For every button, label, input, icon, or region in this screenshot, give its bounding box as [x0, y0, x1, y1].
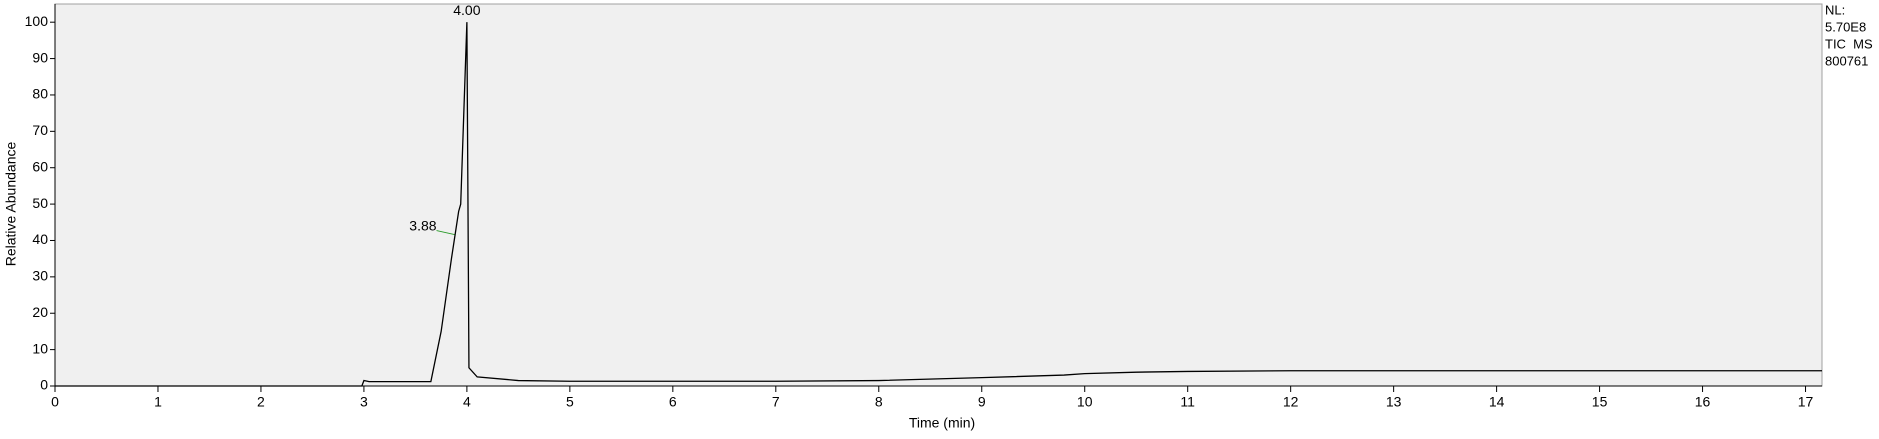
- y-axis-title: Relative Abundance: [3, 142, 19, 267]
- y-tick-label: 50: [32, 195, 48, 211]
- x-tick-label: 1: [154, 394, 162, 410]
- x-tick-label: 8: [875, 394, 883, 410]
- x-tick-label: 16: [1695, 394, 1711, 410]
- info-text: 5.70E8: [1825, 19, 1866, 34]
- x-tick-label: 4: [463, 394, 471, 410]
- y-tick-label: 10: [32, 340, 48, 356]
- annotation-leader: [436, 230, 455, 236]
- y-tick-label: 60: [32, 158, 48, 174]
- y-tick-label: 30: [32, 268, 48, 284]
- info-text: TIC MS: [1825, 36, 1873, 51]
- peak-label: 4.00: [453, 2, 480, 18]
- x-tick-label: 3: [360, 394, 368, 410]
- y-tick-label: 90: [32, 49, 48, 65]
- trace: [55, 22, 1822, 387]
- x-tick-label: 6: [669, 394, 677, 410]
- x-tick-label: 7: [772, 394, 780, 410]
- x-tick-label: 15: [1592, 394, 1608, 410]
- x-tick-label: 0: [51, 394, 59, 410]
- x-tick-label: 11: [1180, 394, 1195, 410]
- y-tick-label: 0: [40, 377, 48, 393]
- x-tick-label: 10: [1077, 394, 1093, 410]
- plot-area: [54, 3, 1823, 387]
- x-tick-label: 5: [566, 394, 574, 410]
- peak-label: 3.88: [409, 217, 436, 233]
- y-tick-label: 70: [32, 122, 48, 138]
- x-tick-label: 14: [1489, 394, 1505, 410]
- y-tick-label: 100: [25, 13, 49, 29]
- x-tick-label: 9: [978, 394, 986, 410]
- info-text: 800761: [1825, 53, 1868, 68]
- y-tick-label: 80: [32, 86, 48, 102]
- x-tick-label: 17: [1798, 394, 1814, 410]
- x-tick-label: 2: [257, 394, 265, 410]
- x-tick-label: 12: [1283, 394, 1299, 410]
- y-tick-label: 40: [32, 231, 48, 247]
- x-tick-label: 13: [1386, 394, 1402, 410]
- x-axis-title: Time (min): [909, 415, 975, 431]
- y-tick-label: 20: [32, 304, 48, 320]
- info-text: NL:: [1825, 2, 1845, 17]
